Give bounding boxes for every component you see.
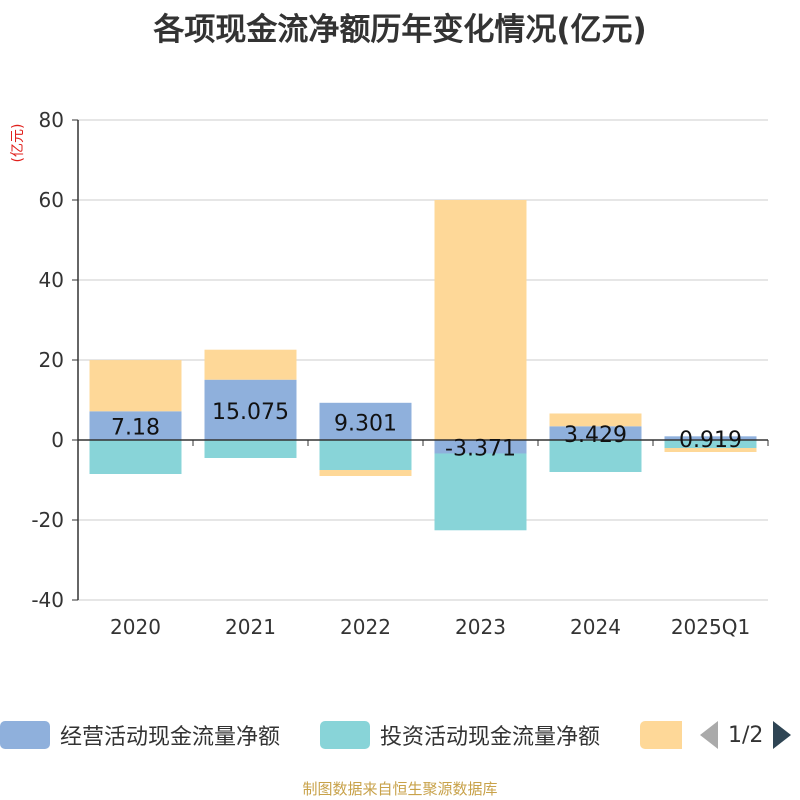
legend-item-third[interactable] [640, 720, 692, 750]
bar-series1-2024 [549, 426, 642, 440]
y-tick-label: 20 [39, 348, 64, 372]
legend-swatch-investing [320, 721, 370, 749]
legend-label-investing: 投资活动现金流量净额 [380, 725, 601, 750]
x-tick-label: 2023 [455, 615, 506, 639]
bar-series1-2025Q1 [664, 436, 757, 440]
legend-swatch-third [640, 721, 682, 749]
data-label: 7.18 [111, 416, 160, 441]
y-tick-label: 0 [51, 428, 64, 452]
x-tick-label: 2022 [340, 615, 391, 639]
y-tick-label: 60 [39, 188, 64, 212]
y-tick-label: -40 [31, 588, 64, 612]
data-source-note: 制图数据来自恒生聚源数据库 [302, 780, 498, 798]
data-label: 15.075 [212, 400, 289, 425]
x-tick-label: 2025Q1 [671, 615, 750, 639]
bar-series3-2025Q1 [664, 448, 757, 452]
x-tick-label: 2024 [570, 615, 621, 639]
bar-series1-2021 [204, 379, 297, 440]
bar-series3-2020 [89, 360, 182, 412]
bar-series3-2023 [434, 200, 527, 440]
legend-next-icon[interactable] [773, 721, 792, 749]
y-axis-unit-label: (亿元) [4, 108, 28, 178]
y-tick-label: 80 [39, 108, 64, 132]
x-tick-label: 2020 [110, 615, 161, 639]
bar-series2-2024 [549, 440, 642, 472]
legend-label-operating: 经营活动现金流量净额 [60, 725, 281, 750]
legend-swatch-operating [0, 721, 50, 749]
y-tick-label: 40 [39, 268, 64, 292]
legend-item-investing[interactable]: 投资活动现金流量净额 [320, 720, 600, 750]
bar-series3-2021 [204, 349, 297, 380]
chart-title: 各项现金流净额历年变化情况(亿元) [153, 12, 647, 48]
y-axis-unit-text: (亿元) [10, 124, 26, 163]
legend: 经营活动现金流量净额 投资活动现金流量净额 1/2 [0, 716, 800, 752]
legend-prev-icon[interactable] [700, 721, 718, 749]
legend-item-operating[interactable]: 经营活动现金流量净额 [0, 720, 280, 750]
bar-series2-2022 [319, 440, 412, 470]
data-label: 0.919 [679, 428, 742, 453]
bar-series3-2022 [319, 470, 412, 476]
legend-pager: 1/2 [700, 718, 792, 752]
bar-series2-2021 [204, 440, 297, 458]
bar-series2-2020 [89, 440, 182, 474]
bar-series1-2023 [434, 440, 527, 454]
bar-series2-2025Q1 [664, 440, 757, 448]
data-label: 3.429 [564, 423, 627, 448]
data-label: -3.371 [445, 437, 516, 462]
bar-series2-2023 [434, 453, 527, 531]
x-tick-label: 2021 [225, 615, 276, 639]
bar-series1-2022 [319, 402, 412, 440]
data-label: 9.301 [334, 411, 397, 436]
bar-series3-2024 [549, 413, 642, 427]
y-tick-label: -20 [31, 508, 64, 532]
legend-page-indicator: 1/2 [728, 722, 764, 748]
bar-series1-2020 [89, 411, 182, 440]
